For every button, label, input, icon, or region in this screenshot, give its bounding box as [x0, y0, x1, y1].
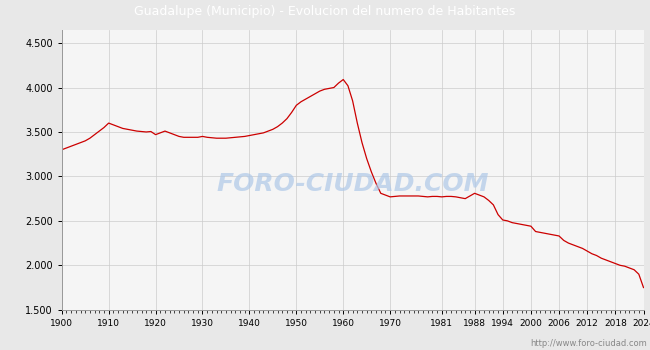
- Text: FORO-CIUDAD.COM: FORO-CIUDAD.COM: [216, 172, 489, 196]
- Text: http://www.foro-ciudad.com: http://www.foro-ciudad.com: [530, 339, 647, 348]
- Text: Guadalupe (Municipio) - Evolucion del numero de Habitantes: Guadalupe (Municipio) - Evolucion del nu…: [135, 5, 515, 18]
